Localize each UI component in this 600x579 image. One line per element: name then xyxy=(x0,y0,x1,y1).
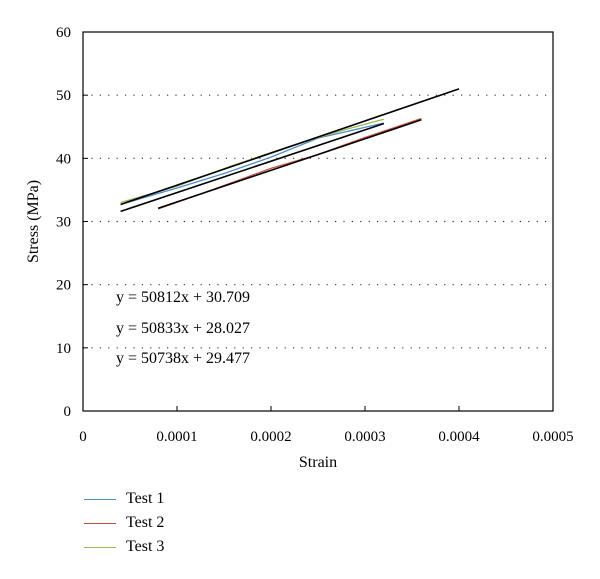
y-tick-label: 40 xyxy=(56,151,71,167)
x-tick-label: 0.0005 xyxy=(532,429,573,445)
trendlines xyxy=(120,88,460,213)
trendline-1 xyxy=(120,122,385,213)
equation-label-2: y = 50833x + 28.027 xyxy=(116,320,250,337)
series-lines xyxy=(120,117,422,210)
x-tick-label: 0.0004 xyxy=(438,429,480,445)
trendline-2 xyxy=(157,119,422,209)
y-tick-label: 0 xyxy=(64,404,72,420)
legend-item-test-3: Test 3 xyxy=(84,535,164,559)
x-tick-label: 0.0003 xyxy=(344,429,385,445)
y-tick-label: 10 xyxy=(56,341,71,357)
x-tick-label: 0 xyxy=(79,429,87,445)
equation-label-3: y = 50738x + 29.477 xyxy=(116,350,250,367)
grid xyxy=(83,94,553,349)
y-tick-label: 60 xyxy=(56,25,71,41)
x-tick-label: 0.0001 xyxy=(156,429,197,445)
x-axis-title: Strain xyxy=(299,454,337,471)
axis-ticks: 0 10 20 30 40 50 60 0 0.0001 0.0002 0.0003 0.0004 0.… xyxy=(56,25,574,445)
legend-label-test-3: Test 3 xyxy=(126,538,165,555)
x-tick-label: 0.0002 xyxy=(250,429,291,445)
y-tick-label: 20 xyxy=(56,278,71,294)
series-line-test-1 xyxy=(120,122,384,206)
regression-equations: y = 50812x + 30.709 y = 50833x + 28.027 y … xyxy=(116,289,250,367)
legend-label-test-2: Test 2 xyxy=(126,514,165,531)
trendline-3 xyxy=(120,88,460,206)
equation-label-1: y = 50812x + 30.709 xyxy=(116,289,250,306)
legend-swatch-test-3 xyxy=(84,546,116,548)
legend-item-test-1: Test 1 xyxy=(84,487,164,511)
legend-swatch-test-2 xyxy=(84,522,116,524)
y-tick-label: 50 xyxy=(56,88,71,104)
y-tick-label: 30 xyxy=(56,215,71,231)
legend-swatch-test-1 xyxy=(84,498,116,500)
legend-item-test-2: Test 2 xyxy=(84,511,164,535)
y-axis-title: Stress (MPa) xyxy=(25,180,42,263)
legend: Test 1 Test 2 Test 3 xyxy=(84,487,164,559)
stress-strain-chart: 0 10 20 30 40 50 60 0 0.0001 0.0002 0.0003 0.0004 0.… xyxy=(25,25,574,471)
legend-label-test-1: Test 1 xyxy=(126,490,165,507)
